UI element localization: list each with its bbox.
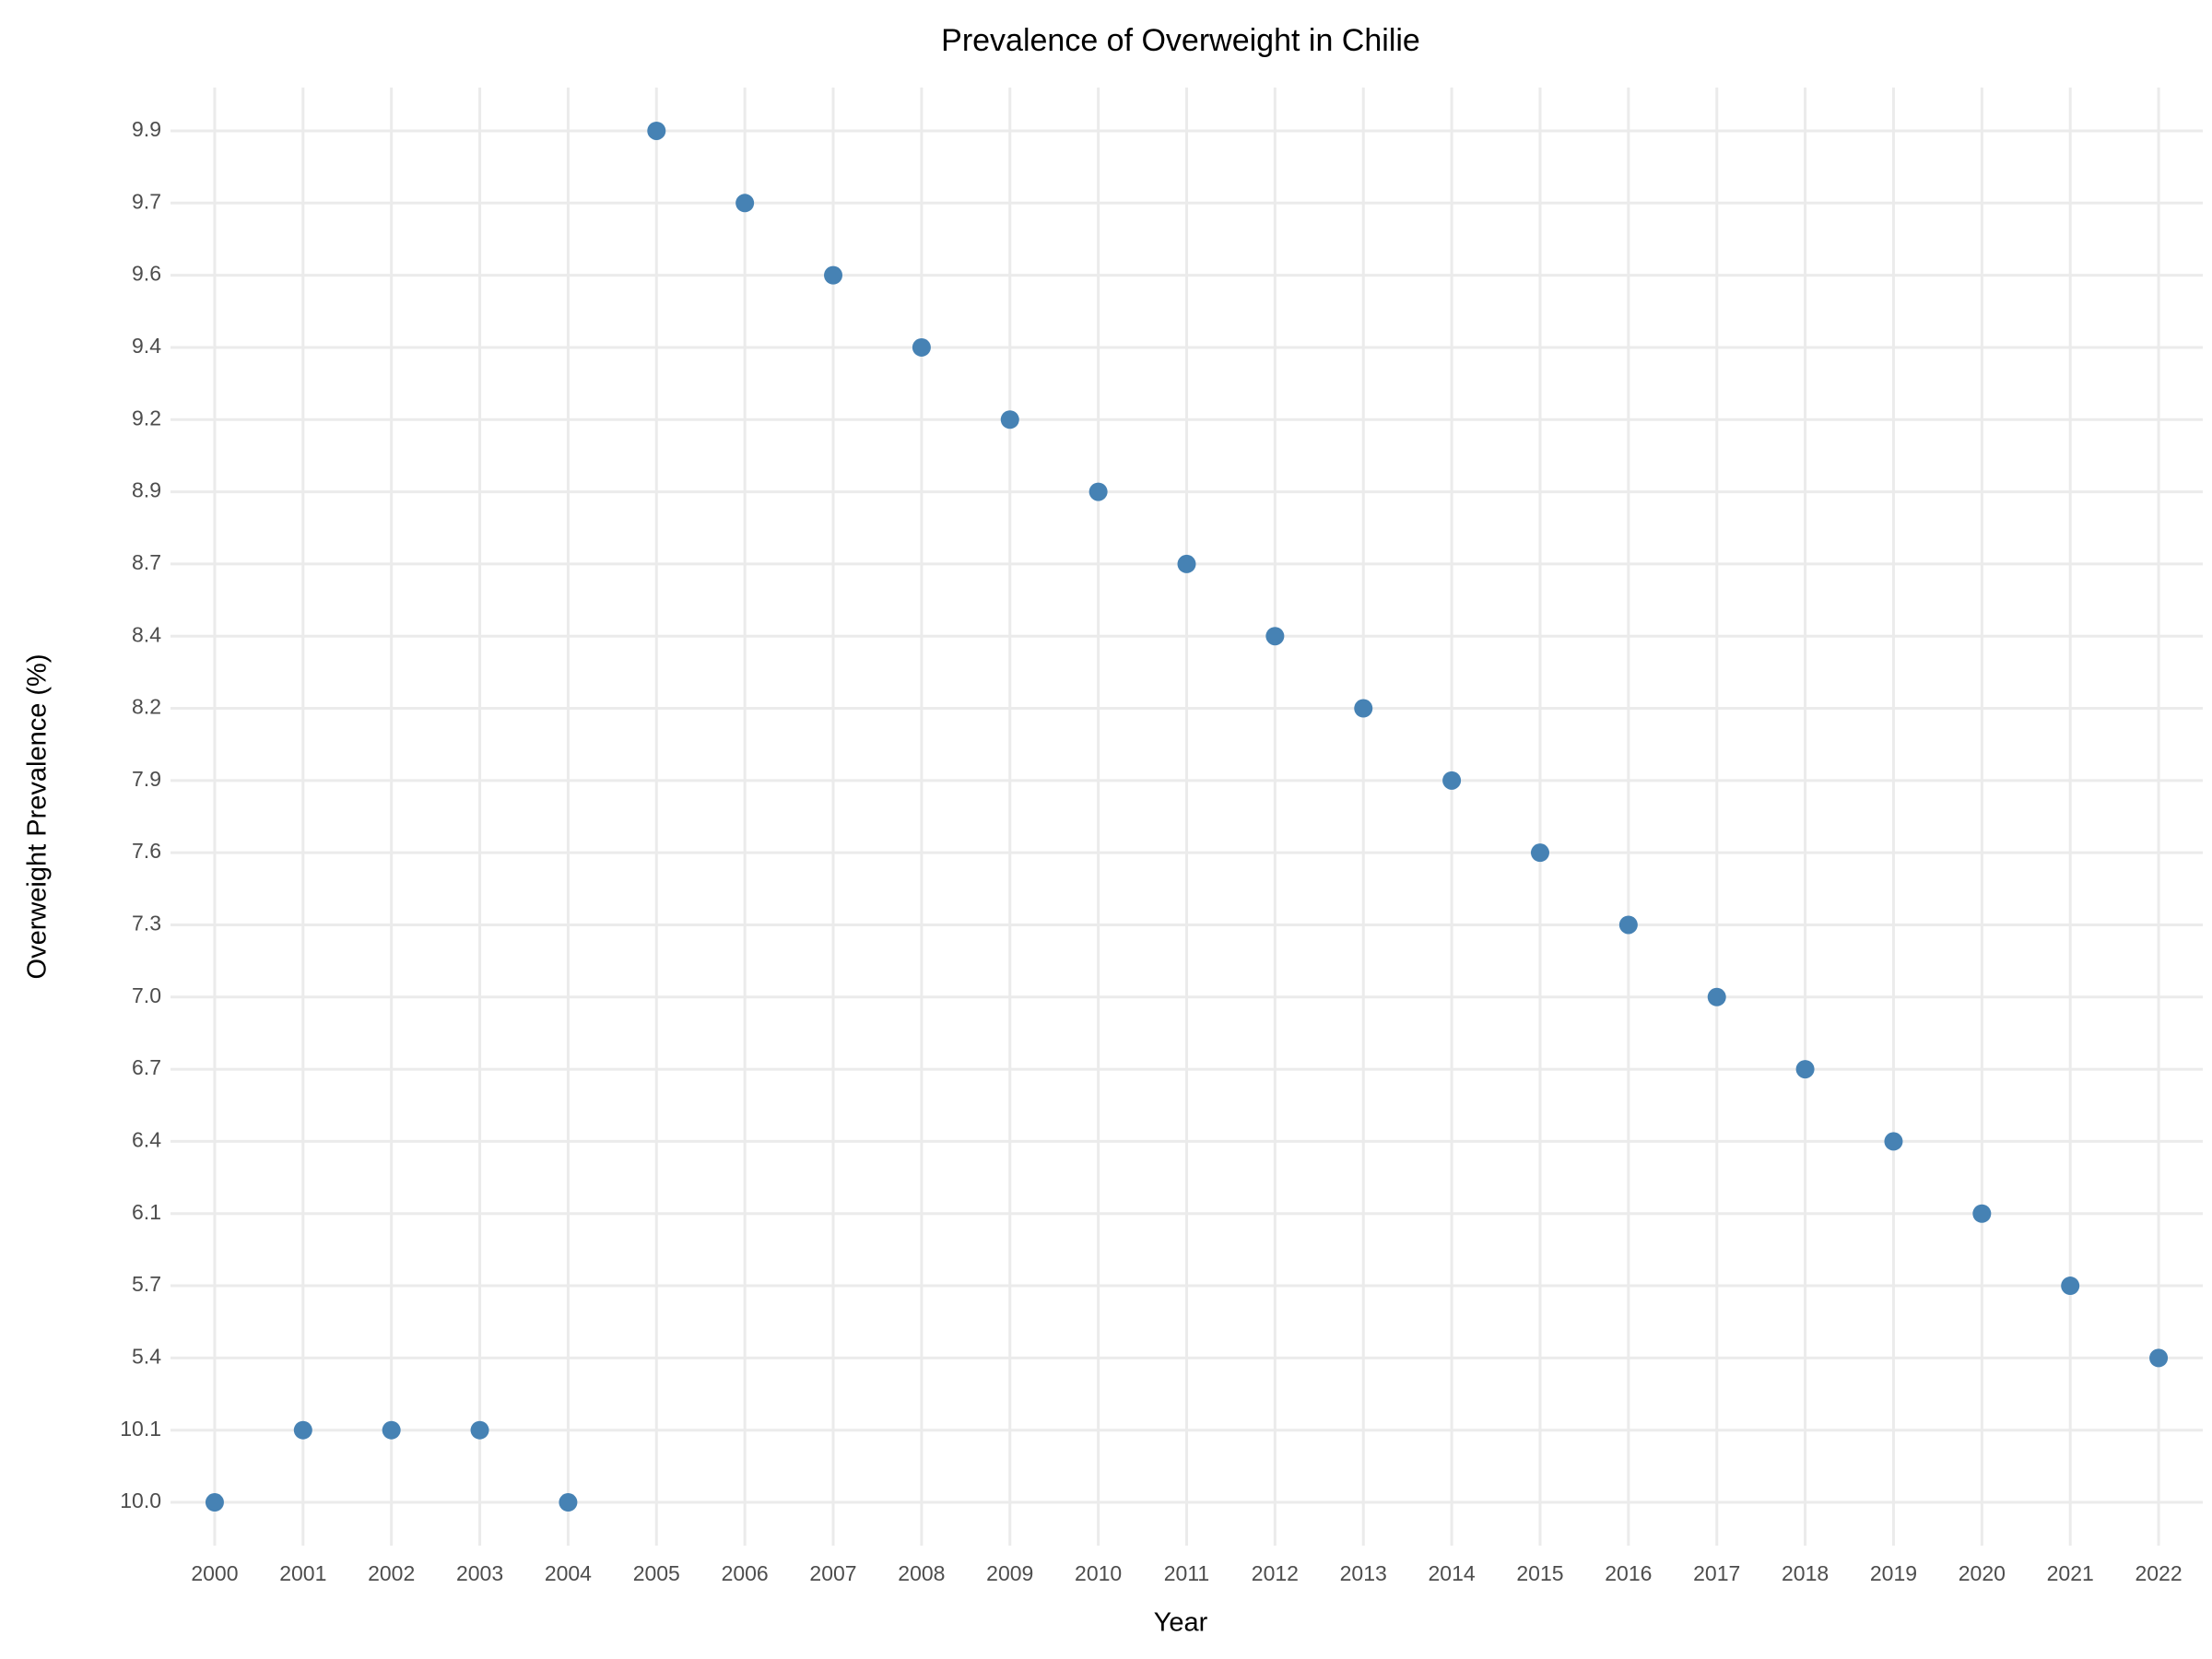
data-point (824, 265, 843, 285)
data-point (1884, 1132, 1903, 1151)
x-tick-label: 2008 (898, 1561, 945, 1585)
x-tick-label: 2016 (1605, 1561, 1652, 1585)
y-tick-label: 6.4 (132, 1128, 161, 1152)
data-point (1972, 1204, 1992, 1223)
data-point (559, 1493, 578, 1512)
data-point (2061, 1277, 2080, 1296)
x-tick-label: 2019 (1870, 1561, 1917, 1585)
y-tick-label: 8.9 (132, 478, 161, 502)
y-tick-label: 9.9 (132, 117, 161, 141)
x-tick-label: 2003 (456, 1561, 503, 1585)
x-tick-label: 2018 (1782, 1561, 1829, 1585)
x-tick-label: 2014 (1429, 1561, 1476, 1585)
y-tick-label: 9.6 (132, 262, 161, 286)
y-tick-label: 10.1 (120, 1417, 161, 1441)
x-tick-label: 2013 (1340, 1561, 1387, 1585)
x-tick-label: 2000 (191, 1561, 238, 1585)
data-point (205, 1493, 224, 1512)
y-tick-label: 7.3 (132, 912, 161, 935)
data-point (1618, 915, 1638, 935)
x-tick-label: 2011 (1164, 1561, 1209, 1585)
y-tick-label: 10.0 (120, 1488, 161, 1512)
data-point (1265, 627, 1285, 646)
data-point (1442, 771, 1462, 790)
x-axis-title: Year (1154, 1608, 1208, 1638)
data-point (2149, 1348, 2169, 1368)
chart-title: Prevalence of Overweight in Chilie (941, 23, 1420, 58)
data-point (1177, 554, 1196, 573)
y-tick-label: 5.4 (132, 1344, 161, 1368)
y-axis-title: Overweight Prevalence (%) (23, 654, 53, 980)
y-tick-label: 9.7 (132, 189, 161, 213)
y-tick-label: 9.2 (132, 406, 161, 429)
data-point (1530, 843, 1549, 863)
data-point (735, 194, 755, 213)
data-point (1000, 410, 1019, 429)
x-tick-label: 2007 (809, 1561, 856, 1585)
data-point (1088, 482, 1108, 501)
x-tick-label: 2012 (1252, 1561, 1299, 1585)
x-tick-label: 2004 (545, 1561, 592, 1585)
x-tick-label: 2006 (722, 1561, 769, 1585)
y-tick-label: 9.4 (132, 334, 161, 358)
x-tick-label: 2017 (1693, 1561, 1740, 1585)
y-tick-label: 8.2 (132, 695, 161, 719)
data-point (293, 1420, 312, 1440)
y-tick-label: 8.7 (132, 550, 161, 574)
data-point (912, 337, 931, 357)
x-tick-label: 2002 (368, 1561, 415, 1585)
y-tick-label: 7.9 (132, 767, 161, 791)
x-tick-label: 2022 (2135, 1561, 2182, 1585)
x-tick-label: 2010 (1075, 1561, 1122, 1585)
x-tick-label: 2020 (1959, 1561, 2006, 1585)
y-tick-label: 6.1 (132, 1200, 161, 1224)
y-tick-label: 7.0 (132, 983, 161, 1007)
x-tick-label: 2021 (2047, 1561, 2094, 1585)
data-point (1354, 699, 1373, 718)
y-tick-label: 6.7 (132, 1055, 161, 1079)
y-tick-label: 5.7 (132, 1272, 161, 1296)
data-point (1795, 1060, 1815, 1079)
y-tick-label: 8.4 (132, 622, 161, 646)
data-point (470, 1420, 489, 1440)
x-tick-label: 2015 (1516, 1561, 1563, 1585)
x-tick-label: 2005 (633, 1561, 680, 1585)
y-tick-label: 7.6 (132, 839, 161, 863)
data-point (647, 121, 666, 140)
x-tick-label: 2009 (986, 1561, 1033, 1585)
data-point (382, 1420, 401, 1440)
x-tick-label: 2001 (279, 1561, 326, 1585)
data-point (1707, 987, 1726, 1006)
